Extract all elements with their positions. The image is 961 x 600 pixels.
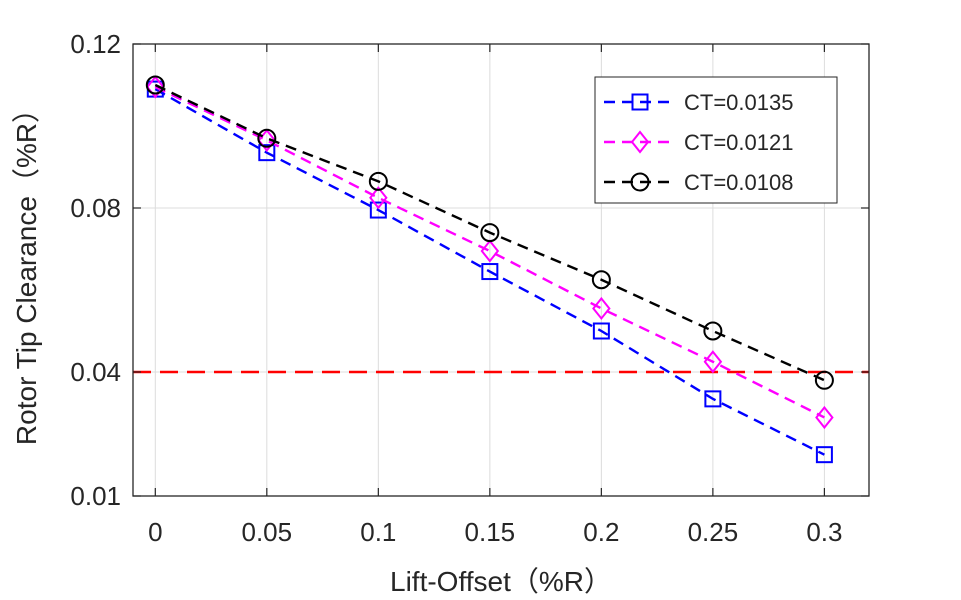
legend-box	[594, 76, 838, 204]
x-axis-label: Lift-Offset（%R）	[390, 566, 612, 597]
circle-marker	[368, 171, 388, 191]
y-tick-label: 0.12	[70, 29, 121, 59]
x-tick-labels: 0 0.05 0.1 0.15 0.2 0.25 0.3	[148, 517, 842, 547]
legend-item: CT=0.0121	[604, 130, 793, 155]
diamond-marker	[815, 405, 834, 430]
y-tick-label: 0.01	[70, 481, 121, 511]
legend-label: CT=0.0135	[684, 90, 793, 115]
series-line	[154, 88, 825, 456]
y-tick-label: 0.04	[70, 357, 121, 387]
x-tick-label: 0.2	[583, 517, 619, 547]
series-square	[146, 80, 833, 464]
square-marker	[592, 322, 610, 340]
circle-marker	[480, 223, 500, 243]
square-marker	[481, 263, 499, 281]
y-tick-labels: 0.01 0.04 0.08 0.12	[70, 29, 121, 511]
x-tick-label: 0.15	[465, 517, 516, 547]
diamond-marker	[146, 75, 165, 99]
axis-ticks	[133, 43, 869, 497]
y-axis-label: Rotor Tip Clearance（%R）	[11, 95, 42, 445]
x-tick-label: 0.05	[242, 517, 293, 547]
square-marker	[815, 446, 833, 464]
series-line	[154, 85, 825, 419]
legend-label: CT=0.0108	[684, 170, 793, 195]
series-layer	[145, 75, 834, 464]
legend-label: CT=0.0121	[684, 130, 793, 155]
diamond-marker	[369, 186, 388, 210]
series-circle	[145, 75, 834, 390]
square-marker	[631, 93, 649, 111]
x-tick-label: 0.25	[688, 517, 739, 547]
series-line	[154, 83, 825, 382]
circle-marker	[257, 128, 277, 148]
diamond-marker	[703, 350, 723, 374]
square-marker	[258, 144, 276, 162]
diamond-marker	[480, 239, 500, 263]
circle-marker	[814, 370, 834, 390]
diamond-marker	[592, 296, 611, 321]
legend-item: CT=0.0135	[604, 90, 793, 115]
square-marker	[369, 201, 387, 219]
circle-marker	[591, 270, 611, 290]
circle-marker	[145, 75, 165, 95]
legend: CT=0.0135 CT=0.0121 CT=0.0108	[594, 76, 838, 204]
diamond-marker	[630, 130, 650, 154]
square-marker	[704, 390, 722, 408]
y-tick-label: 0.08	[70, 193, 121, 223]
x-tick-label: 0	[148, 517, 162, 547]
plot-frame	[132, 43, 870, 497]
series-diamond	[146, 75, 834, 430]
circle-marker	[630, 172, 650, 192]
x-tick-label: 0.1	[360, 517, 396, 547]
legend-item: CT=0.0108	[604, 170, 793, 195]
x-tick-label: 0.3	[806, 517, 842, 547]
circle-marker	[703, 321, 723, 341]
